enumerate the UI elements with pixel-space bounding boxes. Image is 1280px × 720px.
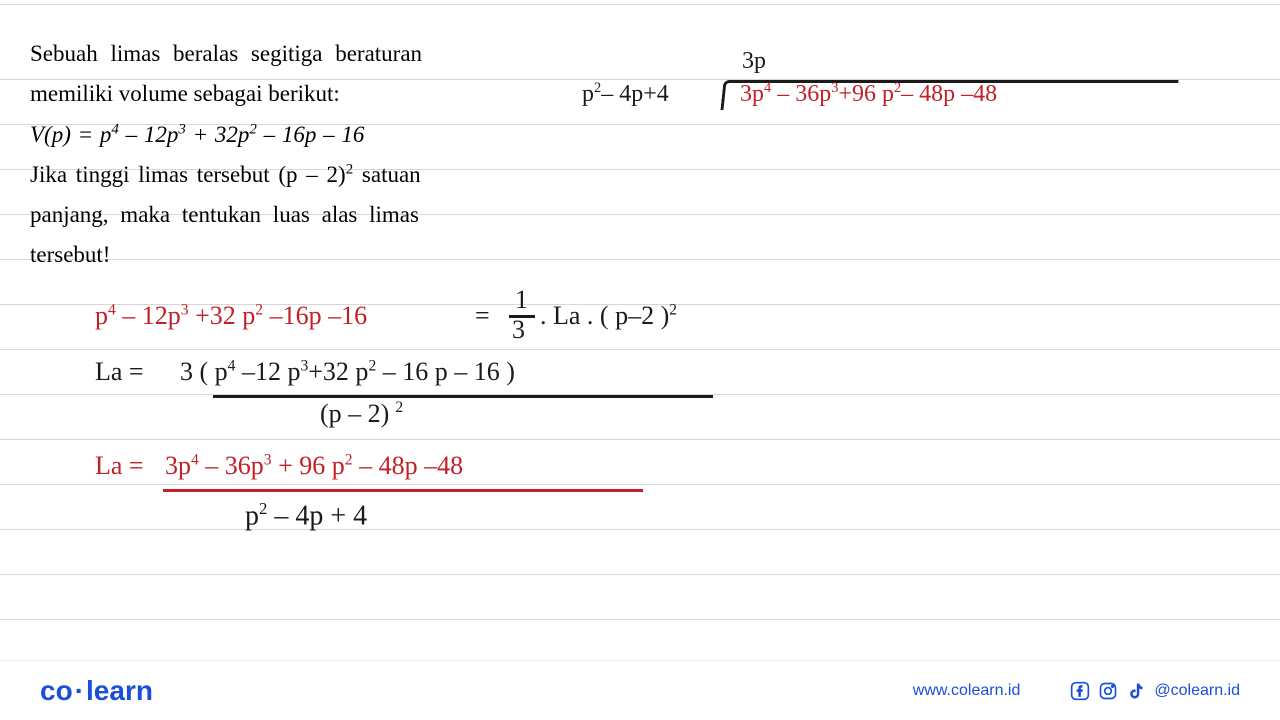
vp-m1: – 12p xyxy=(119,122,179,147)
footer-url: www.colearn.id xyxy=(913,682,1021,700)
eq1-frac-num: 1 xyxy=(515,285,528,315)
logo-dot: · xyxy=(75,675,84,706)
exp-4: 4 xyxy=(111,121,118,137)
e3b: – 36p xyxy=(199,451,264,480)
e3d: – 48p –48 xyxy=(353,451,464,480)
eq1-frac-den: 3 xyxy=(512,315,525,345)
e3db: – 4p + 4 xyxy=(267,500,367,531)
e1s2: 2 xyxy=(255,301,263,318)
eq3-den-text: p2 – 4p + 4 xyxy=(245,499,367,532)
logo-a: co xyxy=(40,675,73,706)
e2d: – 16 p – 16 ) xyxy=(376,357,515,386)
long-division: 3p p2– 4p+4 3p4 – 36p3+96 p2– 48p –48 xyxy=(582,48,1190,138)
ld-quotient: 3p xyxy=(742,48,766,75)
footer: co·learn www.colearn.id @colearn.id xyxy=(0,660,1280,720)
e3a: 3p xyxy=(165,451,191,480)
ld-dd-d: – 48p –48 xyxy=(901,81,997,107)
e2b: –12 p xyxy=(235,357,300,386)
ld-dividend: 3p4 – 36p3+96 p2– 48p –48 xyxy=(740,80,997,108)
facebook-icon xyxy=(1070,681,1090,701)
e2c: +32 p xyxy=(308,357,368,386)
social-handle: @colearn.id xyxy=(1154,682,1240,700)
e1s4: 4 xyxy=(108,301,116,318)
eq2-den: (p – 2)2 xyxy=(95,405,995,451)
vp-m2: + 32p xyxy=(186,122,250,147)
eq3-den: p2 – 4p + 4 xyxy=(95,499,995,547)
e2ds: 2 xyxy=(395,399,403,416)
eq1-lhs: p4 – 12p3 +32 p2 –16p –16 xyxy=(95,301,367,331)
e3s4: 4 xyxy=(191,451,199,468)
eq2-num: La = 3 ( p4 –12 p3+32 p2 – 16 p – 16 ) xyxy=(95,357,995,405)
eq3-frac-line xyxy=(163,489,643,492)
eq2-num-text: 3 ( p4 –12 p3+32 p2 – 16 p – 16 ) xyxy=(180,357,515,387)
problem-line-6: tersebut! xyxy=(30,235,560,275)
eq2-den-text: (p – 2) 2 xyxy=(320,399,403,429)
eq3-lhs: La = xyxy=(95,451,144,481)
problem-line-2: memiliki volume sebagai berikut: xyxy=(30,74,560,114)
vp-m3: – 16p – 16 xyxy=(257,122,365,147)
problem-line-3: V(p) = p4 – 12p3 + 32p2 – 16p – 16 xyxy=(30,115,560,155)
e3da: p xyxy=(245,500,259,531)
h-text-b: satuan xyxy=(353,162,421,187)
problem-text: Sebuah limas beralas segitiga beraturan … xyxy=(30,34,560,276)
e1s3: 3 xyxy=(181,301,189,318)
problem-line-5: panjang, maka tentukan luas alas limas xyxy=(30,195,560,235)
ld-dd-c: +96 p xyxy=(838,81,894,107)
ld-dd-a: 3p xyxy=(740,81,764,107)
e1r: . La . ( p–2 ) xyxy=(540,301,669,330)
eq1-rhs: . La . ( p–2 )2 xyxy=(540,301,677,331)
eq2-frac-line xyxy=(213,395,713,398)
exp-3: 3 xyxy=(178,121,185,137)
brand-logo: co·learn xyxy=(40,675,153,707)
vp-prefix: V(p) = p xyxy=(30,122,111,147)
ld-dd-b: – 36p xyxy=(771,81,831,107)
e1d: –16p –16 xyxy=(263,301,367,330)
instagram-icon xyxy=(1098,681,1118,701)
e3c: + 96 p xyxy=(272,451,345,480)
eq1-eq: = xyxy=(475,301,490,331)
e2a: 3 ( p xyxy=(180,357,228,386)
work-area: p4 – 12p3 +32 p2 –16p –16 = 1 3 . La . (… xyxy=(95,301,995,547)
e1rs: 2 xyxy=(669,301,677,318)
eq2-lhs: La = xyxy=(95,357,144,387)
eq1: p4 – 12p3 +32 p2 –16p –16 = 1 3 . La . (… xyxy=(95,301,995,357)
e1b: – 12p xyxy=(116,301,181,330)
problem-line-1: Sebuah limas beralas segitiga beraturan xyxy=(30,34,560,74)
e2den: (p – 2) xyxy=(320,399,389,428)
exp-2: 2 xyxy=(249,121,256,137)
social-links: @colearn.id xyxy=(1070,681,1240,701)
logo-b: learn xyxy=(86,675,153,706)
e1c: +32 p xyxy=(189,301,256,330)
eq3-num: La = 3p4 – 36p3 + 96 p2 – 48p –48 xyxy=(95,451,995,499)
tiktok-icon xyxy=(1126,681,1146,701)
eq3-num-text: 3p4 – 36p3 + 96 p2 – 48p –48 xyxy=(165,451,463,481)
e1a: p xyxy=(95,301,108,330)
ld-div-a: p xyxy=(582,81,594,107)
h-text-a: Jika tinggi limas tersebut (p – 2) xyxy=(30,162,346,187)
ld-divisor: p2– 4p+4 xyxy=(582,80,669,108)
e3s3: 3 xyxy=(264,451,272,468)
ld-div-b: – 4p+4 xyxy=(601,81,669,107)
problem-line-4: Jika tinggi limas tersebut (p – 2)2 satu… xyxy=(30,155,560,195)
e3s2: 2 xyxy=(345,451,353,468)
